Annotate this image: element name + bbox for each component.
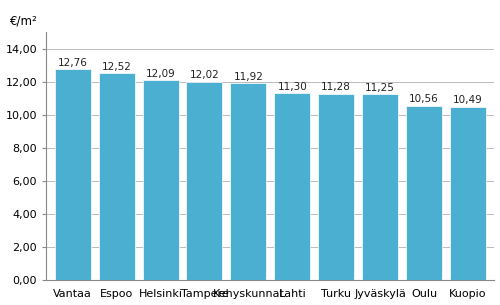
Bar [274, 93, 310, 280]
Bar [98, 73, 134, 280]
Text: 12,52: 12,52 [102, 62, 132, 72]
Bar [186, 81, 222, 280]
Bar [142, 81, 178, 280]
Bar [406, 106, 442, 280]
Bar [230, 83, 266, 280]
Bar [362, 94, 398, 280]
Text: 12,76: 12,76 [58, 58, 88, 68]
Bar [55, 69, 91, 280]
Bar [318, 94, 354, 280]
Text: 11,30: 11,30 [278, 82, 307, 92]
Text: 10,56: 10,56 [409, 94, 439, 104]
Text: 11,28: 11,28 [321, 82, 351, 92]
Text: 12,09: 12,09 [146, 69, 176, 79]
Text: 12,02: 12,02 [190, 70, 220, 80]
Text: 11,25: 11,25 [365, 83, 395, 93]
Text: €/m²: €/m² [10, 14, 38, 27]
Text: 11,92: 11,92 [234, 72, 264, 81]
Text: 10,49: 10,49 [453, 95, 482, 105]
Bar [450, 107, 486, 280]
